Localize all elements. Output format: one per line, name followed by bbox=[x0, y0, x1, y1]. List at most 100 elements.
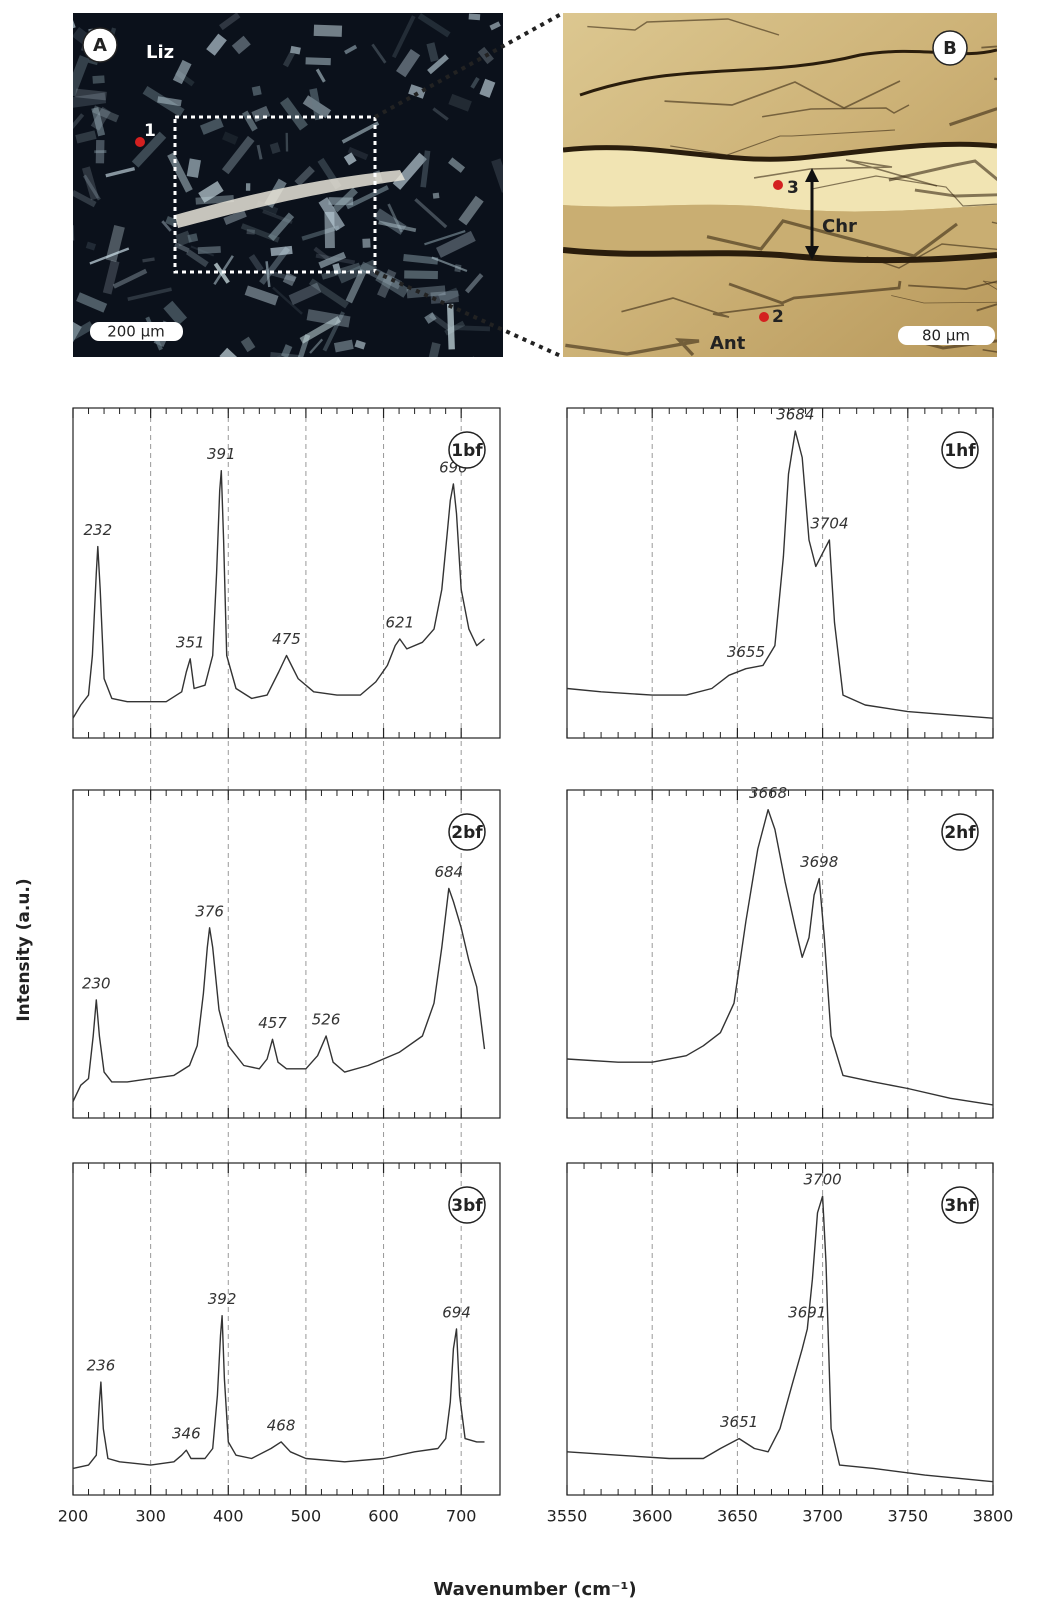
texture bbox=[453, 325, 491, 332]
texture bbox=[73, 92, 107, 110]
texture bbox=[157, 96, 182, 107]
panel-label: B bbox=[943, 38, 957, 59]
texture bbox=[435, 230, 476, 258]
peak-label: 621 bbox=[386, 614, 415, 632]
texture bbox=[105, 224, 125, 263]
texture bbox=[231, 35, 251, 55]
panel-badge bbox=[448, 813, 486, 851]
texture bbox=[186, 158, 201, 178]
crack bbox=[753, 159, 938, 187]
texture bbox=[73, 321, 95, 347]
texture bbox=[213, 262, 230, 284]
texture bbox=[219, 13, 241, 31]
panel-badge bbox=[448, 431, 486, 469]
x-tick-label: 700 bbox=[446, 1507, 477, 1526]
texture bbox=[387, 203, 403, 233]
point-marker bbox=[135, 137, 145, 147]
texture bbox=[417, 13, 451, 38]
peak-label: 694 bbox=[442, 1304, 471, 1322]
texture bbox=[213, 255, 234, 285]
plot-frame bbox=[566, 789, 994, 1119]
crack bbox=[762, 104, 910, 118]
texture bbox=[90, 106, 111, 131]
texture bbox=[240, 223, 280, 243]
spectrum-line bbox=[72, 1315, 485, 1470]
x-tick-label: 400 bbox=[213, 1507, 244, 1526]
peak-label: 391 bbox=[207, 445, 236, 463]
x-tick-label: 500 bbox=[291, 1507, 322, 1526]
texture bbox=[309, 338, 324, 354]
point-marker bbox=[773, 180, 783, 190]
texture bbox=[430, 290, 459, 304]
zoom-box bbox=[173, 115, 377, 274]
peak-label: 3698 bbox=[800, 853, 838, 871]
texture bbox=[73, 327, 74, 344]
crack bbox=[706, 219, 958, 258]
panel-label: 1bf bbox=[451, 441, 483, 461]
texture bbox=[94, 150, 107, 154]
peak-label: 475 bbox=[272, 630, 301, 648]
mineral-label: Liz bbox=[146, 42, 174, 63]
texture bbox=[378, 220, 417, 233]
texture bbox=[341, 121, 380, 144]
x-axis-label: Wavenumber (cm⁻¹) bbox=[433, 1579, 636, 1600]
texture bbox=[186, 249, 209, 268]
texture bbox=[76, 292, 108, 313]
vein-label: Chr bbox=[822, 216, 857, 237]
texture bbox=[92, 105, 120, 123]
panel-label: A bbox=[93, 35, 107, 56]
x-tick-label: 3700 bbox=[802, 1507, 843, 1526]
host-label: Ant bbox=[710, 333, 746, 354]
texture bbox=[377, 269, 397, 299]
texture bbox=[408, 84, 427, 99]
texture bbox=[219, 347, 254, 357]
micrograph-b bbox=[563, 13, 997, 357]
crack bbox=[565, 338, 700, 357]
texture bbox=[75, 88, 107, 101]
texture bbox=[345, 185, 389, 210]
texture bbox=[105, 166, 136, 178]
peak-label: 3691 bbox=[788, 1304, 826, 1322]
texture bbox=[290, 45, 301, 55]
texture bbox=[112, 268, 148, 289]
texture bbox=[301, 225, 340, 241]
texture bbox=[198, 180, 224, 203]
peak-label: 3684 bbox=[776, 406, 814, 424]
texture bbox=[73, 321, 82, 357]
texture bbox=[73, 190, 97, 208]
texture bbox=[315, 68, 326, 83]
panel-label: 2bf bbox=[451, 823, 483, 843]
texture bbox=[268, 212, 295, 241]
texture bbox=[426, 42, 439, 62]
texture bbox=[308, 278, 350, 309]
texture bbox=[81, 166, 99, 201]
x-tick-label: 200 bbox=[58, 1507, 89, 1526]
texture bbox=[328, 197, 354, 206]
texture bbox=[240, 336, 256, 353]
texture bbox=[420, 150, 431, 188]
spectrum-line bbox=[72, 887, 486, 1102]
peak-label: 468 bbox=[267, 1416, 296, 1434]
texture bbox=[313, 246, 330, 261]
texture bbox=[318, 251, 347, 269]
texture bbox=[429, 312, 452, 332]
texture bbox=[318, 197, 345, 231]
vein bbox=[175, 170, 405, 228]
texture bbox=[175, 230, 192, 247]
texture bbox=[248, 254, 264, 273]
texture bbox=[161, 220, 172, 232]
crack bbox=[813, 175, 997, 207]
crack bbox=[563, 141, 997, 162]
texture bbox=[142, 257, 155, 263]
texture bbox=[362, 238, 371, 248]
spectrum-line bbox=[566, 809, 994, 1106]
texture bbox=[88, 59, 98, 66]
texture bbox=[448, 93, 472, 112]
texture bbox=[344, 44, 358, 55]
texture bbox=[91, 107, 106, 137]
texture bbox=[131, 131, 167, 168]
texture bbox=[272, 286, 303, 315]
texture bbox=[479, 78, 496, 98]
texture bbox=[281, 344, 293, 357]
crack bbox=[949, 107, 997, 127]
